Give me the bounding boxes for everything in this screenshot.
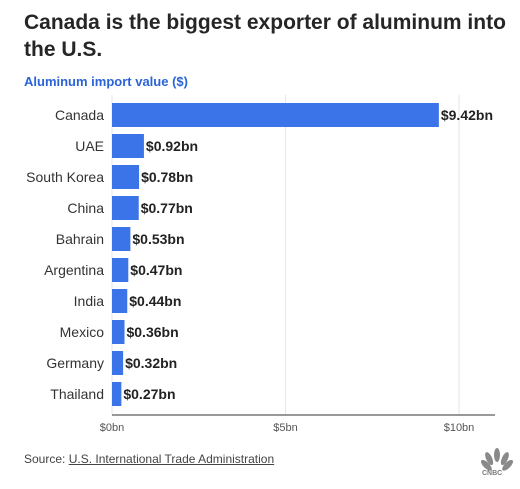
category-label: Canada <box>55 107 104 123</box>
bar <box>112 382 122 406</box>
category-label: South Korea <box>26 169 104 185</box>
value-label: $0.53bn <box>132 231 184 247</box>
category-label: India <box>74 293 105 309</box>
bar <box>112 351 124 375</box>
value-label: $0.78bn <box>141 169 193 185</box>
bar <box>112 165 140 189</box>
source-link[interactable]: U.S. International Trade Administration <box>68 452 275 466</box>
value-label: $0.27bn <box>123 386 175 402</box>
value-label: $0.77bn <box>141 200 193 216</box>
x-tick-label: $10bn <box>444 422 475 434</box>
category-label: Mexico <box>60 324 105 340</box>
bar <box>112 196 139 220</box>
category-label: China <box>67 200 104 216</box>
source-prefix: Source: <box>24 452 66 466</box>
logo-text: CNBC <box>482 470 503 477</box>
bar <box>112 289 128 313</box>
category-label: Germany <box>46 355 104 371</box>
bar <box>112 227 131 251</box>
value-label: $0.47bn <box>130 262 182 278</box>
value-label: $9.42bn <box>441 107 493 123</box>
source-note: Source: U.S. International Trade Adminis… <box>24 452 274 466</box>
value-label: $0.36bn <box>126 324 178 340</box>
value-label: $0.44bn <box>129 293 181 309</box>
value-label: $0.32bn <box>125 355 177 371</box>
bar <box>112 258 129 282</box>
bar <box>112 320 125 344</box>
bar <box>112 134 144 158</box>
bar-chart: $0bn $5bn $10bn Canada $9.42bn UAE $0.92bn Sout… <box>26 95 495 434</box>
category-label: Thailand <box>50 386 104 402</box>
chart-title: Canada is the biggest exporter of alumin… <box>24 11 506 61</box>
category-label: UAE <box>75 138 104 154</box>
x-tick-label: $0bn <box>100 422 124 434</box>
category-label: Argentina <box>44 262 104 278</box>
value-label: $0.92bn <box>146 138 198 154</box>
peacock-icon <box>481 448 513 471</box>
bar <box>112 103 439 127</box>
chart-subtitle: Aluminum import value ($) <box>24 74 188 89</box>
category-label: Bahrain <box>56 231 104 247</box>
x-tick-label: $5bn <box>273 422 297 434</box>
